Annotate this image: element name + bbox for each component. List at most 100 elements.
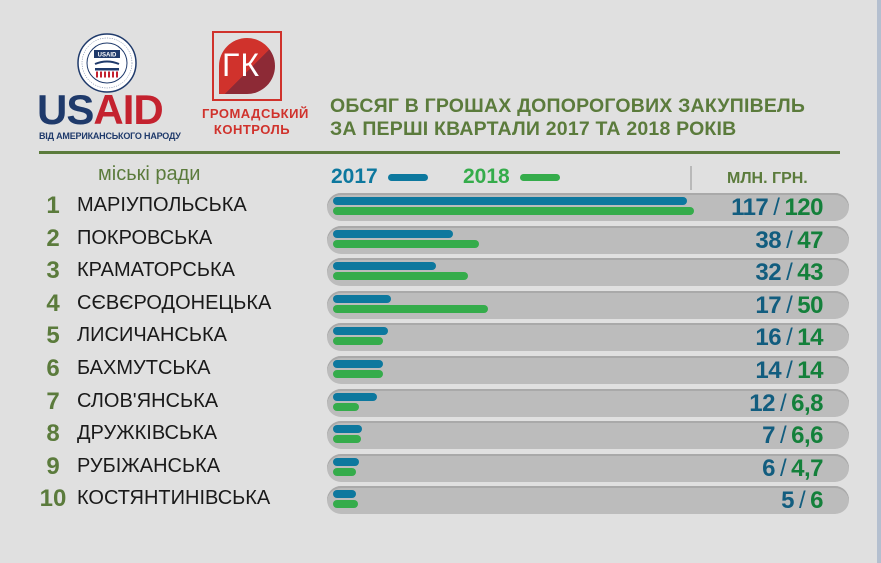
value-2018: 14 [797, 324, 823, 351]
value-2017: 17 [755, 292, 782, 319]
row-values: 7/6,6 [327, 421, 849, 449]
gk-logo-mark: ГК [222, 47, 260, 83]
value-2017: 5 [781, 487, 794, 514]
bar-2017 [333, 458, 359, 466]
row-rank: 1 [46, 192, 60, 219]
row-rank: 6 [46, 355, 60, 382]
value-2018: 120 [784, 194, 823, 221]
gk-logo-badge-icon [219, 38, 275, 94]
value-separator: / [786, 357, 793, 384]
bar-2018 [333, 370, 383, 378]
gk-logo-box: ГК [212, 31, 282, 101]
bar-2017 [333, 490, 356, 498]
value-separator: / [786, 259, 793, 286]
bar-2018 [333, 468, 356, 476]
bar-2017 [333, 295, 391, 303]
bar-track: 5/6 [327, 486, 849, 514]
svg-text:USAID: USAID [98, 53, 117, 59]
bar-track: 14/14 [327, 356, 849, 384]
legend-swatch-2018 [519, 173, 560, 181]
window-right-edge [877, 0, 881, 563]
title-divider [39, 151, 840, 154]
legend-divider [690, 166, 692, 190]
bar-2017 [333, 393, 377, 401]
row-city-council-name: СЄВЄРОДОНЕЦЬКА [77, 292, 272, 314]
value-separator: / [779, 422, 787, 449]
row-rank: 3 [46, 257, 60, 284]
bar-2017 [333, 197, 687, 205]
bar-2018 [333, 305, 488, 313]
legend-swatch-2017 [387, 173, 428, 181]
row-city-council-name: МАРІУПОЛЬСЬКА [77, 194, 247, 216]
bar-2017 [333, 262, 436, 270]
row-rank: 9 [46, 453, 60, 480]
row-values: 32/43 [327, 258, 849, 286]
row-values: 14/14 [327, 356, 849, 384]
value-2017: 12 [749, 390, 775, 417]
bar-track: 7/6,6 [327, 421, 849, 449]
bar-track: 38/47 [327, 226, 849, 254]
row-rank: 7 [46, 388, 60, 415]
row-city-council-name: СЛОВ'ЯНСЬКА [77, 390, 219, 412]
row-values: 117/120 [327, 193, 849, 221]
value-separator: / [786, 227, 793, 254]
row-city-council-name: КРАМАТОРСЬКА [77, 259, 235, 281]
value-2018: 14 [797, 357, 823, 384]
bar-2018 [333, 403, 359, 411]
gk-logo-name: ГРОМАДСЬКИЙ КОНТРОЛЬ [202, 106, 309, 137]
row-city-council-name: ДРУЖКІВСЬКА [77, 422, 218, 444]
row-values: 5/6 [327, 486, 849, 514]
row-rank: 4 [46, 290, 60, 317]
row-city-council-name: ЛИСИЧАНСЬКА [77, 324, 227, 346]
bar-track: 6/4,7 [327, 454, 849, 482]
bar-track: 117/120 [327, 193, 849, 221]
row-values: 6/4,7 [327, 454, 849, 482]
row-city-council-name: ПОКРОВСЬКА [77, 227, 213, 249]
value-2017: 117 [731, 194, 769, 221]
bar-track: 12/6,8 [327, 389, 849, 417]
value-2018: 6,8 [791, 390, 823, 417]
value-separator: / [798, 487, 806, 514]
category-column-header: міські ради [98, 163, 201, 185]
value-2018: 6 [810, 487, 823, 514]
usaid-seal-icon: USAID [77, 33, 137, 93]
bar-2018 [333, 435, 361, 443]
value-2017: 7 [762, 422, 775, 449]
value-2018: 47 [797, 227, 823, 254]
bar-2017 [333, 425, 362, 433]
row-values: 16/14 [327, 323, 849, 351]
bar-2018 [333, 240, 479, 248]
bar-track: 17/50 [327, 291, 849, 319]
value-separator: / [786, 292, 793, 319]
value-2017: 38 [755, 227, 782, 254]
unit-label: МЛН. ГРН. [727, 170, 808, 187]
bar-track: 32/43 [327, 258, 849, 286]
value-2018: 50 [797, 292, 823, 319]
value-separator: / [779, 455, 787, 482]
legend-item-2018: 2018 [463, 165, 560, 189]
value-2017: 6 [762, 455, 775, 482]
usaid-tagline: ВІД АМЕРИКАНСЬКОГО НАРОДУ [39, 131, 181, 141]
usaid-wordmark: USAID [37, 86, 164, 133]
value-2018: 6,6 [791, 422, 823, 449]
chart-title: ОБСЯГ В ГРОШАХ ДОПОРОГОВИХ ЗАКУПІВЕЛЬ ЗА… [330, 95, 806, 140]
bar-2017 [333, 327, 388, 335]
row-city-council-name: БАХМУТСЬКА [77, 357, 211, 379]
bar-2017 [333, 230, 453, 238]
row-values: 17/50 [327, 291, 849, 319]
row-rank: 2 [46, 225, 60, 252]
value-separator: / [773, 194, 780, 221]
value-separator: / [779, 390, 787, 417]
row-values: 12/6,8 [327, 389, 849, 417]
row-city-council-name: РУБІЖАНСЬКА [77, 455, 221, 477]
value-2018: 43 [797, 259, 823, 286]
row-city-council-name: КОСТЯНТИНІВСЬКА [77, 487, 271, 509]
bar-track: 16/14 [327, 323, 849, 351]
value-2017: 14 [755, 357, 782, 384]
value-2017: 32 [755, 259, 782, 286]
row-rank: 8 [46, 420, 60, 447]
value-2017: 16 [755, 324, 782, 351]
row-values: 38/47 [327, 226, 849, 254]
value-separator: / [786, 324, 793, 351]
value-2018: 4,7 [791, 455, 823, 482]
